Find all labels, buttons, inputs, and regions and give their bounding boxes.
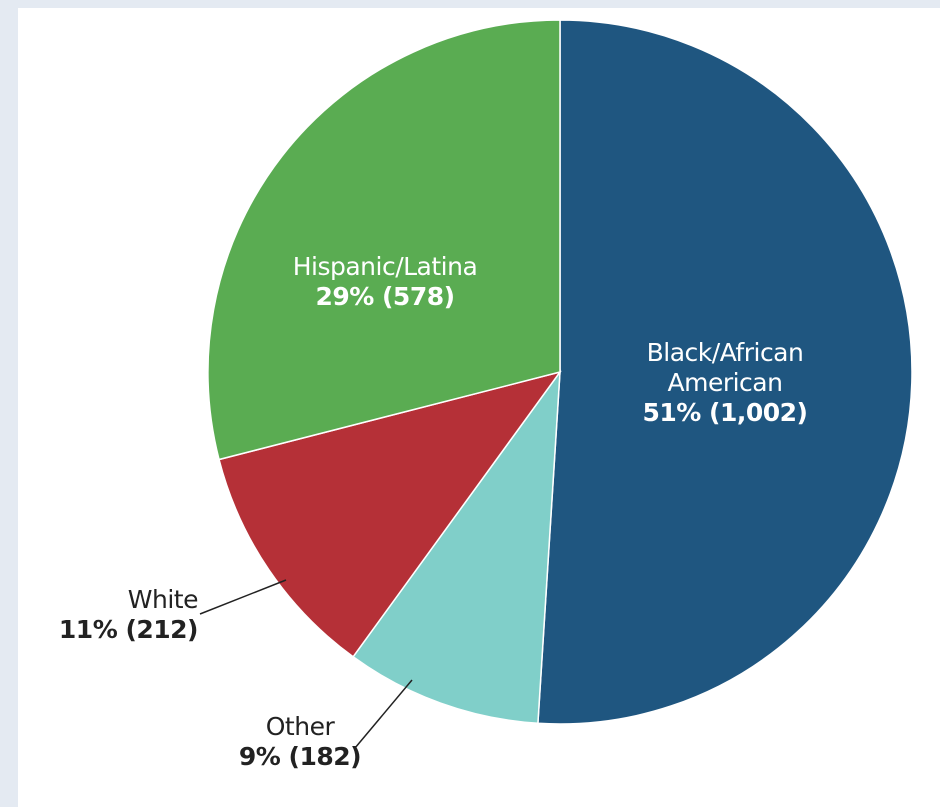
pie-slice [352, 369, 561, 725]
slice-name: White [127, 585, 199, 614]
slice-name: Hispanic/Latina [292, 252, 478, 281]
slice-value: 11% (212) [58, 615, 199, 644]
pie-slice [218, 370, 562, 658]
slice-label: Other 9% (182) [200, 712, 400, 772]
slice-name: Other [265, 712, 335, 741]
slice-label: Hispanic/Latina 29% (578) [255, 252, 515, 312]
leader-line [199, 579, 287, 615]
slice-value: 9% (182) [238, 742, 362, 771]
slice-value: 29% (578) [315, 282, 455, 311]
leader-line [354, 679, 413, 749]
slice-name: Black/African American [646, 338, 804, 397]
slice-label: Black/African American 51% (1,002) [600, 338, 850, 428]
pie-slice [537, 19, 913, 725]
pie-slice [207, 19, 561, 461]
slice-value: 51% (1,002) [642, 398, 808, 427]
slice-label: White 11% (212) [0, 585, 199, 645]
